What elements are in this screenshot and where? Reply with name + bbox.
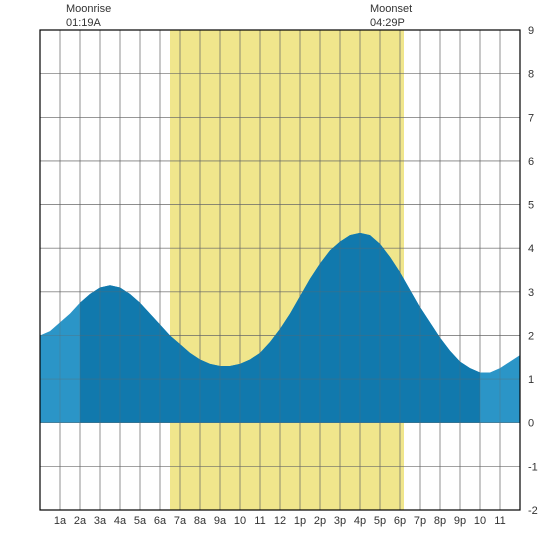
moonrise-title: Moonrise <box>66 3 111 15</box>
moonset-label: Moonset 04:29P <box>370 2 412 31</box>
tide-chart: 1a2a3a4a5a6a7a8a9a1011121p2p3p4p5p6p7p8p… <box>0 0 550 550</box>
svg-text:2: 2 <box>528 330 534 342</box>
svg-text:4a: 4a <box>114 515 127 527</box>
svg-text:8p: 8p <box>434 515 446 527</box>
svg-text:3: 3 <box>528 287 534 299</box>
svg-text:4p: 4p <box>354 515 366 527</box>
svg-text:6a: 6a <box>154 515 167 527</box>
svg-text:7: 7 <box>528 112 534 124</box>
moonset-time: 04:29P <box>370 17 405 29</box>
moonrise-time: 01:19A <box>66 17 101 29</box>
svg-text:4: 4 <box>528 243 534 255</box>
svg-text:10: 10 <box>474 515 486 527</box>
svg-text:2a: 2a <box>74 515 87 527</box>
svg-text:5p: 5p <box>374 515 386 527</box>
svg-text:1: 1 <box>528 374 534 386</box>
svg-text:0: 0 <box>528 418 534 430</box>
svg-text:-1: -1 <box>528 461 538 473</box>
svg-text:6: 6 <box>528 156 534 168</box>
svg-text:9: 9 <box>528 25 534 37</box>
svg-text:7p: 7p <box>414 515 426 527</box>
svg-text:8: 8 <box>528 69 534 81</box>
svg-text:5: 5 <box>528 200 534 212</box>
moonset-title: Moonset <box>370 3 412 15</box>
svg-text:2p: 2p <box>314 515 326 527</box>
chart-svg: 1a2a3a4a5a6a7a8a9a1011121p2p3p4p5p6p7p8p… <box>0 0 550 550</box>
svg-text:1a: 1a <box>54 515 67 527</box>
svg-text:3a: 3a <box>94 515 107 527</box>
svg-text:9p: 9p <box>454 515 466 527</box>
svg-text:12: 12 <box>274 515 286 527</box>
svg-text:3p: 3p <box>334 515 346 527</box>
svg-text:1p: 1p <box>294 515 306 527</box>
svg-text:8a: 8a <box>194 515 207 527</box>
moonrise-label: Moonrise 01:19A <box>66 2 111 31</box>
svg-text:10: 10 <box>234 515 246 527</box>
svg-text:5a: 5a <box>134 515 147 527</box>
svg-text:7a: 7a <box>174 515 187 527</box>
svg-text:11: 11 <box>494 515 505 527</box>
svg-text:9a: 9a <box>214 515 227 527</box>
svg-text:6p: 6p <box>394 515 406 527</box>
svg-text:11: 11 <box>254 515 265 527</box>
svg-text:-2: -2 <box>528 505 538 517</box>
